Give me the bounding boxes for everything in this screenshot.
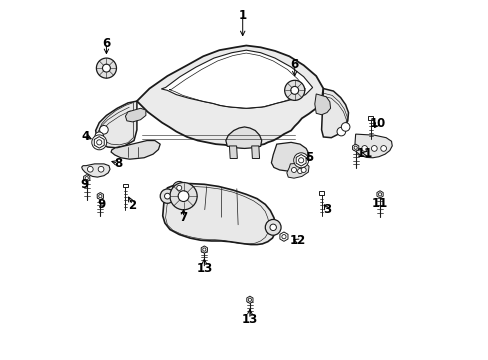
Text: 8: 8 <box>114 157 122 170</box>
Circle shape <box>353 146 357 149</box>
Circle shape <box>298 158 303 163</box>
Text: 6: 6 <box>290 58 298 71</box>
Polygon shape <box>376 191 383 198</box>
Circle shape <box>284 80 304 100</box>
Polygon shape <box>251 146 259 158</box>
Circle shape <box>85 177 88 180</box>
Circle shape <box>290 86 298 94</box>
Circle shape <box>92 135 106 150</box>
Circle shape <box>248 298 251 301</box>
Polygon shape <box>137 45 323 148</box>
Circle shape <box>178 191 188 202</box>
Circle shape <box>380 145 386 151</box>
Circle shape <box>100 126 108 134</box>
Text: 1: 1 <box>238 9 246 22</box>
Circle shape <box>99 194 102 198</box>
Text: 3: 3 <box>322 203 330 216</box>
Polygon shape <box>279 232 287 241</box>
Circle shape <box>341 123 349 131</box>
Text: 7: 7 <box>179 211 187 224</box>
Polygon shape <box>246 296 252 303</box>
Text: 6: 6 <box>102 36 110 50</box>
Circle shape <box>281 235 285 239</box>
Text: 9: 9 <box>97 198 105 211</box>
Polygon shape <box>352 144 358 151</box>
Circle shape <box>98 166 104 172</box>
Circle shape <box>172 181 185 194</box>
Polygon shape <box>125 108 145 122</box>
Polygon shape <box>314 94 330 115</box>
Circle shape <box>301 167 305 172</box>
Polygon shape <box>111 140 160 159</box>
Polygon shape <box>225 127 261 148</box>
Text: 11: 11 <box>371 197 387 210</box>
Circle shape <box>361 145 367 151</box>
Circle shape <box>265 220 281 235</box>
Polygon shape <box>296 154 305 166</box>
Polygon shape <box>321 89 348 138</box>
Bar <box>367 116 372 120</box>
Polygon shape <box>286 163 308 178</box>
Polygon shape <box>229 146 237 158</box>
Text: 10: 10 <box>369 117 385 130</box>
Circle shape <box>97 140 102 145</box>
Text: 5: 5 <box>305 151 312 164</box>
Circle shape <box>160 189 174 203</box>
Polygon shape <box>83 175 90 182</box>
Circle shape <box>336 127 345 136</box>
Text: 11: 11 <box>356 147 372 159</box>
Circle shape <box>169 183 197 210</box>
Circle shape <box>102 64 110 72</box>
Text: 13: 13 <box>196 262 212 275</box>
Polygon shape <box>97 193 103 200</box>
Polygon shape <box>96 101 137 148</box>
Polygon shape <box>81 164 110 177</box>
Polygon shape <box>354 134 391 158</box>
Polygon shape <box>94 136 104 148</box>
Circle shape <box>176 185 182 190</box>
Polygon shape <box>201 246 207 253</box>
Bar <box>319 192 323 195</box>
Circle shape <box>293 153 308 168</box>
Circle shape <box>371 145 376 151</box>
Circle shape <box>269 224 276 230</box>
Circle shape <box>378 193 381 196</box>
Polygon shape <box>163 184 276 244</box>
Circle shape <box>203 248 205 251</box>
Text: 9: 9 <box>81 178 89 191</box>
Circle shape <box>95 132 103 140</box>
Text: 4: 4 <box>81 130 90 143</box>
Circle shape <box>291 167 296 172</box>
Circle shape <box>297 168 302 174</box>
Polygon shape <box>161 50 312 108</box>
Polygon shape <box>271 142 308 171</box>
Text: 12: 12 <box>289 234 305 247</box>
Bar <box>123 184 127 187</box>
Circle shape <box>164 193 170 199</box>
Circle shape <box>87 166 93 172</box>
Text: 13: 13 <box>241 312 258 326</box>
Text: 2: 2 <box>128 199 137 212</box>
Circle shape <box>96 58 116 78</box>
